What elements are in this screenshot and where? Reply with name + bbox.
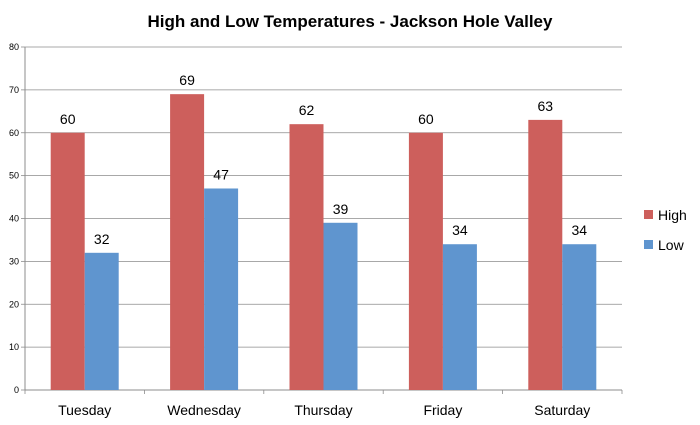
bar-low xyxy=(84,252,119,390)
x-tick-label: Thursday xyxy=(294,402,352,418)
data-label: 60 xyxy=(60,111,76,127)
y-tick-label: 70 xyxy=(9,85,19,95)
chart-title: High and Low Temperatures - Jackson Hole… xyxy=(148,12,554,31)
legend-swatch-high xyxy=(644,210,653,219)
bar-high xyxy=(528,119,563,390)
y-tick-label: 20 xyxy=(9,299,19,309)
bar-high xyxy=(289,124,324,391)
x-tick-label: Tuesday xyxy=(58,402,111,418)
bar-low xyxy=(204,188,239,390)
legend: High Low xyxy=(644,207,687,253)
x-tick-label: Friday xyxy=(423,402,462,418)
data-label: 47 xyxy=(213,166,229,182)
data-label: 62 xyxy=(299,102,315,118)
bar-high xyxy=(170,94,205,390)
data-label: 32 xyxy=(94,231,110,247)
bar-low xyxy=(323,222,358,390)
data-labels: 60 32 69 47 62 39 60 34 63 34 xyxy=(60,72,587,247)
data-label: 69 xyxy=(179,72,195,88)
y-tick-label: 40 xyxy=(9,214,19,224)
y-tick-label: 80 xyxy=(9,42,19,52)
y-tick-label: 60 xyxy=(9,128,19,138)
bar-high xyxy=(408,132,443,390)
bar-low xyxy=(442,244,477,390)
data-label: 63 xyxy=(538,98,554,114)
legend-swatch-low xyxy=(644,240,653,249)
legend-label-low: Low xyxy=(658,237,685,253)
x-tick-label: Saturday xyxy=(534,402,590,418)
y-tick-label: 0 xyxy=(14,385,19,395)
y-tick-label: 50 xyxy=(9,171,19,181)
legend-label-high: High xyxy=(658,207,687,223)
data-label: 34 xyxy=(452,222,468,238)
x-tick-label: Wednesday xyxy=(167,402,241,418)
data-label: 39 xyxy=(333,201,349,217)
bar-low xyxy=(562,244,597,390)
data-label: 34 xyxy=(572,222,588,238)
y-tick-label: 10 xyxy=(9,342,19,352)
y-tick-label: 30 xyxy=(9,256,19,266)
bar-high xyxy=(50,132,85,390)
data-label: 60 xyxy=(418,111,434,127)
bars xyxy=(50,94,597,391)
